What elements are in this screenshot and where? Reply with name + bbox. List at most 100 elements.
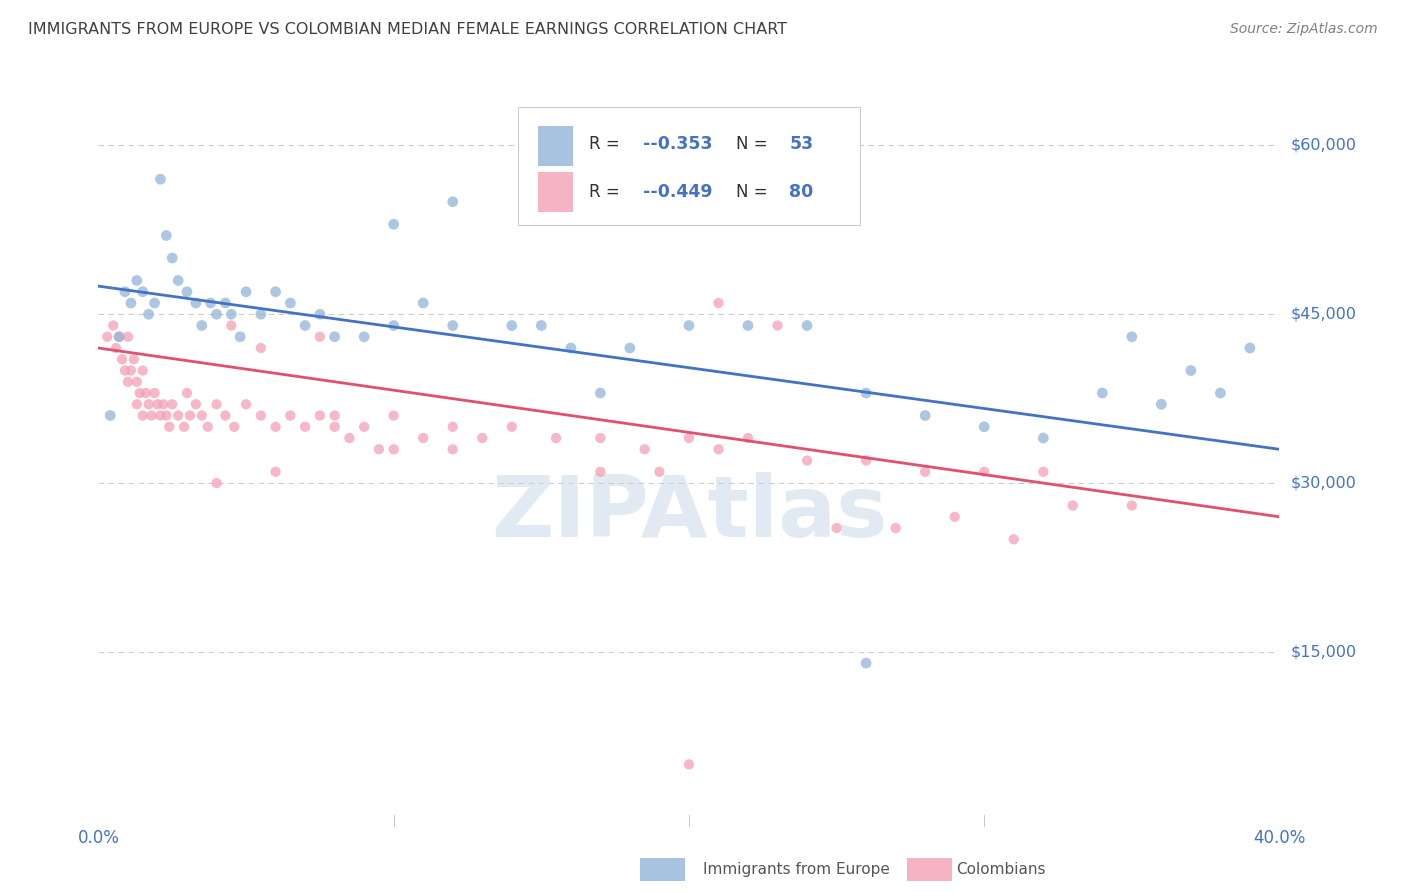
Point: [294, 318, 316, 333]
Point: [914, 465, 936, 479]
Point: [132, 409, 155, 423]
Point: [441, 442, 464, 457]
Point: [250, 307, 273, 321]
FancyBboxPatch shape: [517, 108, 860, 225]
Point: [737, 318, 759, 333]
Point: [128, 386, 150, 401]
Text: 53: 53: [789, 135, 814, 153]
Point: [973, 419, 995, 434]
Point: [143, 386, 166, 401]
Point: [108, 330, 131, 344]
Point: [205, 307, 228, 321]
Point: [184, 397, 207, 411]
Point: [219, 307, 242, 321]
Point: [337, 431, 360, 445]
Point: [737, 431, 759, 445]
Point: [200, 296, 222, 310]
Point: [179, 409, 201, 423]
Point: [368, 442, 391, 457]
Point: [589, 431, 612, 445]
Point: [250, 341, 273, 355]
Point: [1150, 397, 1173, 411]
Point: [309, 409, 332, 423]
Point: [441, 318, 464, 333]
Point: [197, 419, 219, 434]
Point: [943, 509, 966, 524]
Text: N =: N =: [737, 183, 773, 201]
Point: [412, 431, 434, 445]
Point: [323, 419, 346, 434]
Point: [214, 409, 236, 423]
Point: [176, 386, 198, 401]
Point: [114, 285, 136, 299]
Point: [173, 419, 195, 434]
Text: $15,000: $15,000: [1291, 644, 1357, 659]
Point: [157, 419, 180, 434]
Text: $45,000: $45,000: [1291, 307, 1357, 322]
FancyBboxPatch shape: [537, 126, 574, 166]
Point: [105, 341, 128, 355]
Point: [111, 352, 134, 367]
Point: [98, 409, 121, 423]
Text: R =: R =: [589, 135, 624, 153]
Point: [191, 318, 214, 333]
Point: [132, 285, 155, 299]
Point: [1121, 330, 1143, 344]
Point: [530, 318, 553, 333]
Point: [855, 386, 877, 401]
Point: [117, 375, 139, 389]
Text: 80: 80: [789, 183, 814, 201]
Point: [155, 409, 177, 423]
Point: [205, 397, 228, 411]
Point: [855, 453, 877, 467]
Point: [323, 409, 346, 423]
Text: $60,000: $60,000: [1291, 138, 1357, 153]
Point: [914, 409, 936, 423]
Text: N =: N =: [737, 135, 773, 153]
Point: [125, 375, 148, 389]
Point: [278, 296, 302, 310]
Text: Colombians: Colombians: [956, 863, 1046, 877]
Point: [678, 318, 700, 333]
Text: ZIPAtlas: ZIPAtlas: [491, 472, 887, 555]
Point: [162, 397, 183, 411]
Text: Immigrants from Europe: Immigrants from Europe: [703, 863, 890, 877]
Point: [309, 330, 332, 344]
Point: [219, 318, 242, 333]
Point: [501, 419, 523, 434]
Text: --0.449: --0.449: [643, 183, 713, 201]
Point: [162, 251, 183, 265]
Point: [353, 330, 375, 344]
Point: [229, 330, 252, 344]
Point: [146, 397, 169, 411]
Text: --0.353: --0.353: [643, 135, 713, 153]
Point: [855, 656, 877, 670]
Point: [560, 341, 582, 355]
Point: [678, 431, 700, 445]
Point: [323, 330, 346, 344]
Point: [796, 453, 818, 467]
Point: [143, 296, 166, 310]
Point: [1032, 465, 1054, 479]
Point: [1002, 533, 1025, 547]
Point: [120, 296, 142, 310]
Point: [149, 172, 172, 186]
Point: [678, 194, 700, 209]
Point: [648, 465, 671, 479]
Point: [235, 397, 257, 411]
Point: [309, 307, 332, 321]
Point: [707, 296, 730, 310]
Point: [149, 409, 172, 423]
Point: [224, 419, 246, 434]
Point: [117, 330, 139, 344]
Point: [125, 273, 148, 287]
Point: [152, 397, 174, 411]
Point: [412, 296, 434, 310]
Point: [825, 521, 848, 535]
Point: [264, 419, 287, 434]
Point: [796, 318, 818, 333]
Point: [214, 296, 236, 310]
Point: [766, 318, 789, 333]
Text: IMMIGRANTS FROM EUROPE VS COLOMBIAN MEDIAN FEMALE EARNINGS CORRELATION CHART: IMMIGRANTS FROM EUROPE VS COLOMBIAN MEDI…: [28, 22, 787, 37]
Point: [707, 442, 730, 457]
